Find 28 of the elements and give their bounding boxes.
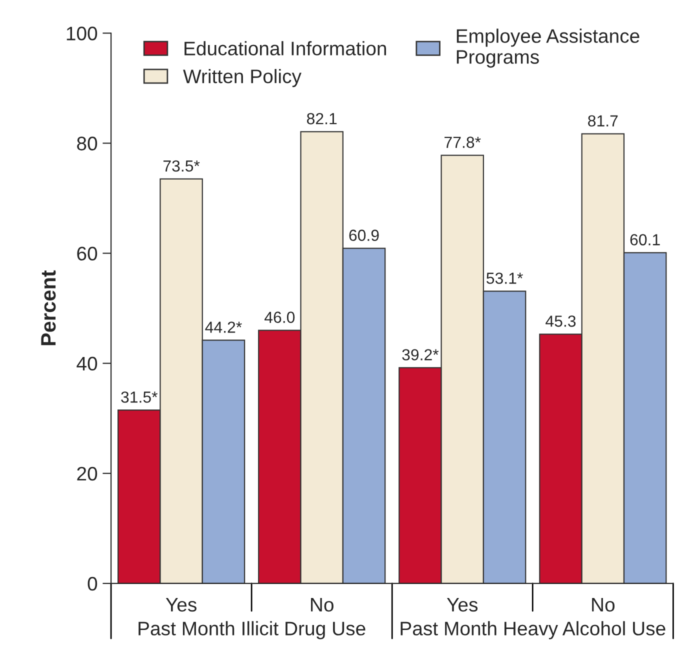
data-label: 60.9: [349, 230, 379, 241]
data-label: 31.5*: [121, 391, 158, 403]
legend-label: Written Policy: [183, 68, 302, 88]
legend-label: Employee Assistance Programs: [456, 28, 640, 68]
y-tick-label: 0: [88, 576, 98, 591]
y-tick-label: 40: [76, 356, 98, 371]
x-tick-label: No: [311, 598, 334, 612]
x-tick-label: No: [592, 598, 615, 612]
text: Past Month Heavy Alcohol Use: [400, 621, 666, 640]
data-label: 60.1: [630, 234, 660, 246]
data-label: 39.2*: [402, 349, 439, 360]
legend-label: Educational Information: [184, 41, 386, 56]
data-label: 46.0: [264, 312, 295, 323]
y-tick-label: 60: [77, 246, 98, 261]
x-tick-label: Yes: [446, 598, 478, 612]
x-tick-label: Yes: [166, 598, 196, 612]
y-axis-title: Percent: [41, 270, 56, 346]
data-label: 44.2*: [205, 322, 242, 333]
y-tick-label: 80: [77, 136, 98, 150]
data-label: 82.1: [306, 113, 337, 124]
y-tick-label: 20: [77, 466, 98, 481]
data-label: 53.1*: [486, 272, 523, 284]
data-label: 81.7: [588, 115, 618, 127]
text: Past Month Illicit Drug Use: [138, 621, 366, 640]
y-tick-label: 100: [66, 26, 98, 40]
data-label: 73.5*: [163, 160, 200, 172]
data-label: 45.3: [546, 316, 576, 327]
data-label: 77.8*: [444, 136, 481, 148]
